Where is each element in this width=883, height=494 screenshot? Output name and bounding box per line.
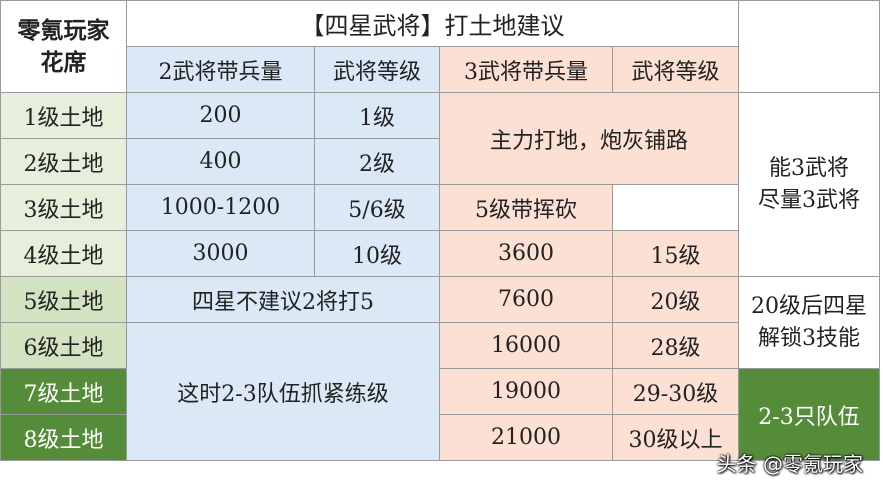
three-troops-5: 7600	[439, 276, 613, 323]
land-level-1: 1级土地	[0, 92, 127, 139]
use-three-note: 能3武将 尽量3武将	[738, 92, 880, 277]
two-troops-3: 1000-1200	[126, 184, 315, 231]
three-troops-3: 5级带挥砍	[439, 184, 613, 231]
two-troops-1: 200	[126, 92, 315, 139]
brand-label: 零氪玩家 花席	[0, 0, 127, 93]
two-level-4: 10级	[314, 230, 440, 277]
three-level-6: 28级	[612, 322, 739, 369]
brand-line-1: 零氪玩家	[17, 17, 110, 44]
five-no-two-note: 四星不建议2将打5	[126, 276, 440, 323]
three-level-7: 29-30级	[612, 368, 739, 415]
land-level-8: 8级土地	[0, 414, 127, 461]
header-two-troops: 2武将带兵量	[126, 46, 315, 93]
three-troops-8: 21000	[439, 414, 613, 461]
watermark: 头条 @零氪玩家	[716, 452, 863, 476]
notes-header-blank	[738, 0, 880, 93]
two-troops-2: 400	[126, 138, 315, 185]
two-level-3: 5/6级	[314, 184, 440, 231]
use-three-line-2: 尽量3武将	[758, 187, 860, 213]
header-three-level: 武将等级	[612, 46, 739, 93]
land-level-5: 5级土地	[0, 276, 127, 323]
three-level-8: 30级以上	[612, 414, 739, 461]
three-level-5: 20级	[612, 276, 739, 323]
land-level-3: 3级土地	[0, 184, 127, 231]
three-troops-6: 16000	[439, 322, 613, 369]
three-level-4: 15级	[612, 230, 739, 277]
unlock-line-1: 20级后四星	[751, 293, 867, 319]
use-three-line-1: 能3武将	[769, 155, 849, 181]
land-level-7: 7级土地	[0, 368, 127, 415]
two-troops-4: 3000	[126, 230, 315, 277]
train-note: 这时2-3队伍抓紧练级	[126, 322, 440, 461]
teams-note: 2-3只队伍	[738, 368, 880, 461]
land-level-6: 6级土地	[0, 322, 127, 369]
three-level-3	[612, 184, 739, 231]
unlock-note: 20级后四星 解锁3技能	[738, 276, 880, 369]
unlock-line-2: 解锁3技能	[758, 325, 860, 351]
header-three-troops: 3武将带兵量	[439, 46, 613, 93]
header-two-level: 武将等级	[314, 46, 440, 93]
two-level-1: 1级	[314, 92, 440, 139]
three-troops-7: 19000	[439, 368, 613, 415]
land-level-4: 4级土地	[0, 230, 127, 277]
land-advice-table: 零氪玩家 花席 【四星武将】打土地建议 2武将带兵量 武将等级 3武将带兵量 武…	[0, 0, 880, 461]
two-level-2: 2级	[314, 138, 440, 185]
land-level-2: 2级土地	[0, 138, 127, 185]
table-title: 【四星武将】打土地建议	[126, 0, 739, 47]
main-force-note: 主力打地，炮灰铺路	[439, 92, 739, 185]
brand-line-2: 花席	[40, 49, 87, 76]
three-troops-4: 3600	[439, 230, 613, 277]
